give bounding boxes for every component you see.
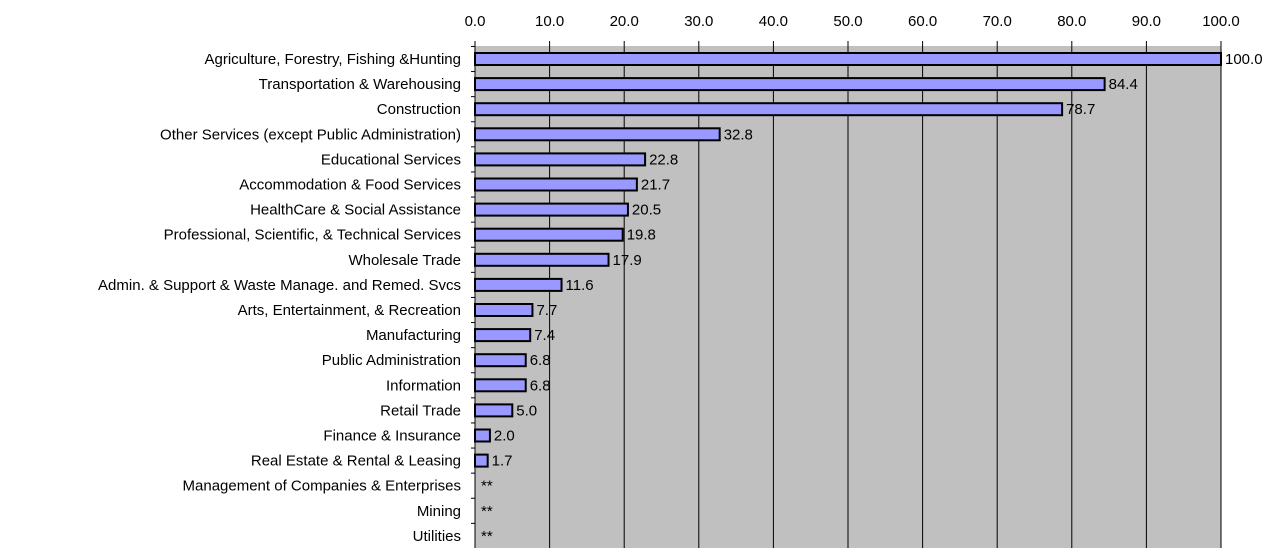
x-tick-label: 0.0	[465, 13, 486, 30]
bar	[474, 102, 1064, 117]
bar	[474, 127, 721, 142]
value-label: 6.8	[530, 352, 551, 369]
category-label: Arts, Entertainment, & Recreation	[238, 302, 461, 319]
value-label: 7.7	[536, 302, 557, 319]
x-tick-label: 60.0	[908, 13, 937, 30]
value-label: 11.6	[566, 277, 594, 294]
category-label: Educational Services	[321, 151, 461, 168]
bar	[474, 453, 489, 468]
value-label: 100.0	[1225, 51, 1263, 68]
x-tick-label: 40.0	[759, 13, 788, 30]
category-label: Accommodation & Food Services	[239, 177, 461, 194]
bar	[474, 77, 1106, 92]
category-label: Finance & Insurance	[323, 428, 461, 445]
value-label: 6.8	[530, 377, 551, 394]
bar	[474, 328, 532, 343]
bar	[474, 52, 1222, 66]
category-label: Management of Companies & Enterprises	[183, 478, 461, 495]
value-label: 7.4	[534, 327, 555, 344]
bar	[474, 303, 534, 317]
bar	[474, 428, 491, 443]
category-label: Transportation & Warehousing	[259, 76, 461, 93]
value-label: 5.0	[516, 402, 537, 419]
x-axis-ticks: 0.0 10.0 20.0 30.0 40.0 50.0 60.0 70.0 80.0 90.0 1…	[465, 13, 1240, 524]
value-label: 22.8	[649, 151, 678, 168]
value-label: 32.8	[724, 126, 753, 143]
value-label: 17.9	[613, 252, 642, 269]
category-label: Other Services (except Public Administra…	[160, 126, 461, 143]
x-tick-label: 10.0	[535, 13, 564, 30]
x-tick-label: 20.0	[610, 13, 639, 30]
category-label: Utilities	[413, 528, 461, 545]
value-label: **	[481, 478, 493, 495]
category-label: Construction	[377, 101, 461, 118]
x-tick-label: 90.0	[1132, 13, 1161, 30]
category-label: Admin. & Support & Waste Manage. and Rem…	[98, 277, 461, 294]
value-label: 20.5	[632, 202, 661, 219]
x-tick-label: 50.0	[833, 13, 862, 30]
value-label: **	[481, 528, 493, 545]
bar	[474, 277, 563, 292]
value-label: 2.0	[494, 428, 515, 445]
x-tick-label: 30.0	[684, 13, 713, 30]
category-label: Information	[386, 377, 461, 394]
value-label: **	[481, 503, 493, 520]
bar	[474, 252, 610, 267]
x-tick-label: 100.0	[1202, 13, 1240, 30]
category-label: HealthCare & Social Assistance	[250, 202, 461, 219]
bar	[474, 353, 527, 368]
bar	[474, 403, 514, 418]
bar	[474, 227, 624, 242]
category-label: Real Estate & Rental & Leasing	[251, 453, 461, 470]
value-label: 84.4	[1109, 76, 1138, 93]
x-tick-label: 80.0	[1057, 13, 1086, 30]
value-label: 78.7	[1066, 101, 1095, 118]
value-label: 1.7	[492, 453, 513, 470]
category-label: Retail Trade	[380, 402, 461, 419]
bar	[474, 202, 629, 217]
value-label: 19.8	[627, 227, 656, 244]
value-label: 21.7	[641, 177, 670, 194]
category-label: Mining	[417, 503, 461, 520]
bar	[474, 177, 638, 192]
category-label: Wholesale Trade	[348, 252, 461, 269]
bar	[474, 152, 647, 167]
category-label: Public Administration	[322, 352, 461, 369]
category-label: Manufacturing	[366, 327, 461, 344]
category-label: Agriculture, Forestry, Fishing &Hunting	[205, 51, 462, 68]
x-tick-label: 70.0	[983, 13, 1012, 30]
category-label: Professional, Scientific, & Technical Se…	[164, 227, 461, 244]
bar	[474, 378, 527, 393]
value-labels: 100.0 84.4 78.7 32.8 22.8 21.7 20.5 19.8 17.9 11.…	[481, 51, 1263, 545]
category-labels: Agriculture, Forestry, Fishing &Hunting T…	[98, 51, 461, 545]
